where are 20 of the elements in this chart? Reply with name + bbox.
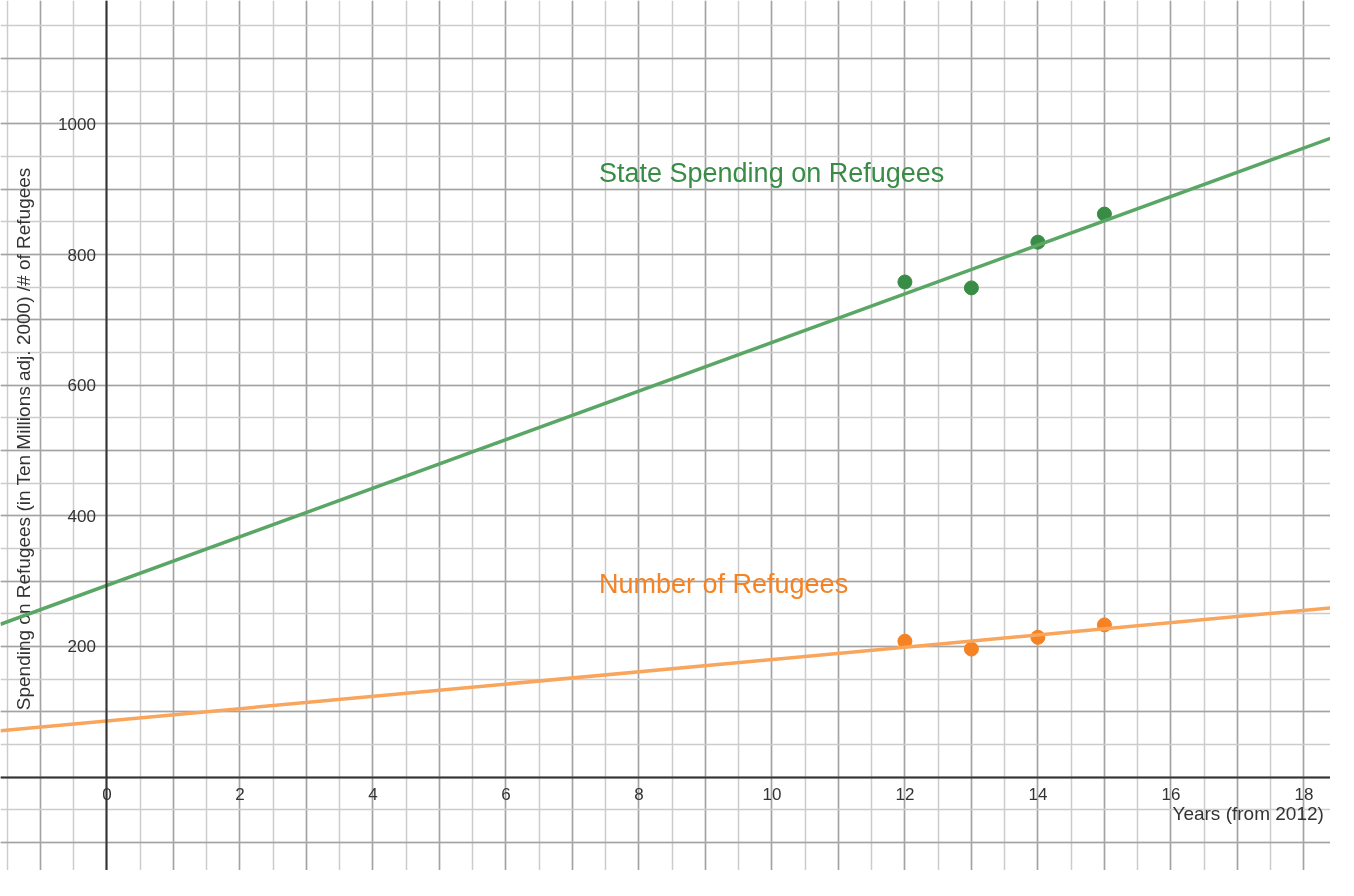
x-tick-label: 2: [235, 785, 245, 805]
y-tick-label: 600: [67, 376, 96, 396]
text: Number of Refugees: [599, 568, 849, 599]
text: State Spending on Refugees: [599, 157, 945, 188]
point: [963, 280, 979, 296]
x-axis-title: Years (from 2012): [1172, 803, 1324, 825]
x-tick-label: 10: [762, 785, 782, 805]
y-tick-label: 400: [67, 506, 96, 526]
y-tick-label: 200: [67, 637, 96, 657]
point: [897, 274, 913, 290]
x-tick-label: 16: [1161, 785, 1181, 805]
x-tick-label: 8: [634, 785, 644, 805]
x-tick-label: 4: [368, 785, 378, 805]
y-tick-label: 800: [67, 245, 96, 265]
point: [963, 641, 979, 657]
x-tick-label: 12: [895, 785, 915, 805]
x-tick-label: 18: [1294, 785, 1314, 805]
x-tick-label: 14: [1028, 785, 1048, 805]
y-tick-label: 1000: [58, 114, 96, 134]
x-tick-label: 6: [501, 785, 511, 805]
